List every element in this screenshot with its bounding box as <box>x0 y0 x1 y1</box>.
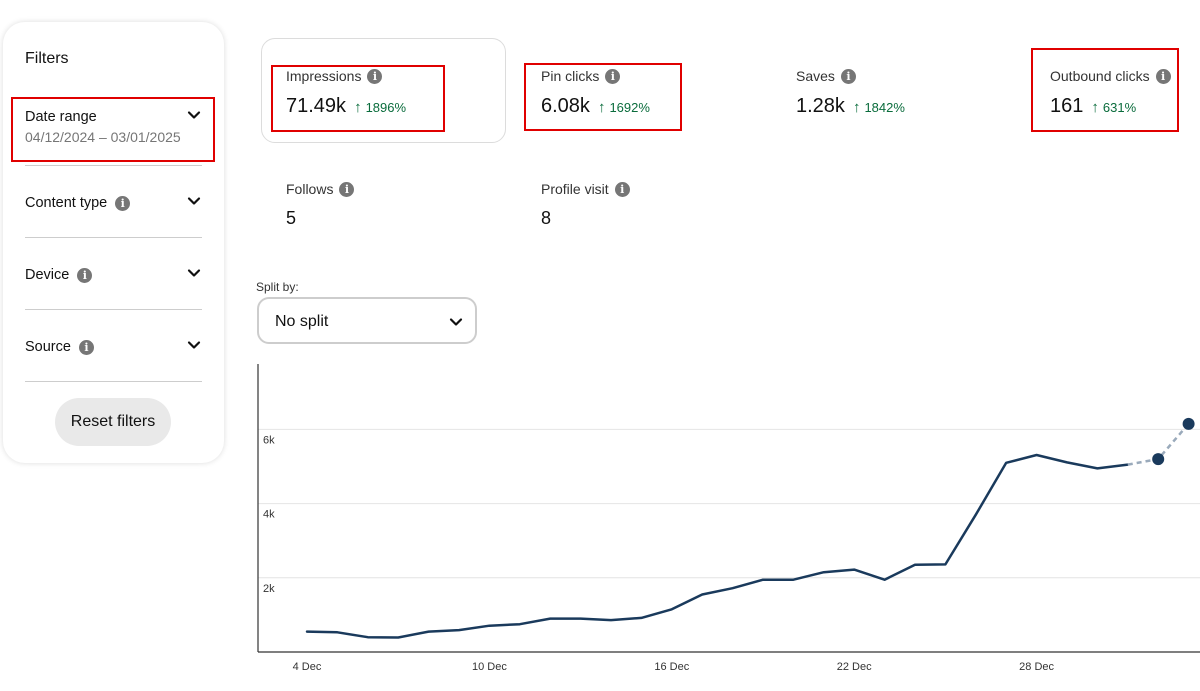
info-icon[interactable]: i <box>339 181 355 197</box>
arrow-up-icon: ↑ <box>852 99 861 116</box>
device-filter[interactable]: Device i <box>25 266 201 284</box>
info-icon[interactable]: i <box>605 68 621 84</box>
series-line <box>305 453 1130 639</box>
date-range-filter[interactable]: Date range 04/12/2024 – 03/01/2025 <box>25 108 201 145</box>
source-filter[interactable]: Source i <box>25 338 201 356</box>
metric-value: 5 <box>286 208 297 228</box>
metric-value: 161 <box>1050 95 1084 117</box>
x-tick-label: 16 Dec <box>654 661 689 673</box>
chevron-down-icon[interactable] <box>187 338 201 352</box>
info-icon[interactable]: i <box>367 68 383 84</box>
split-by-label: Split by: <box>256 280 299 294</box>
chevron-down-icon[interactable] <box>187 108 201 122</box>
y-tick-label: 4k <box>263 509 275 521</box>
info-icon[interactable]: i <box>115 195 131 211</box>
divider <box>25 165 202 166</box>
filters-panel: Filters Date range 04/12/2024 – 03/01/20… <box>3 22 224 463</box>
chevron-down-icon[interactable] <box>187 266 201 280</box>
metric-value: 6.08k <box>541 95 590 117</box>
source-label: Source <box>25 339 71 355</box>
info-icon[interactable]: i <box>614 181 630 197</box>
metric-change: 1842% <box>864 100 905 115</box>
impressions-line-chart: 2k 4k 6k 4 Dec 10 Dec 16 Dec 22 Dec 28 Dec <box>257 364 1200 673</box>
highlight-box <box>524 63 682 131</box>
y-tick-label: 2k <box>263 583 275 595</box>
metric-label: Follows <box>286 181 334 197</box>
device-label: Device <box>25 267 70 283</box>
data-point <box>1182 417 1195 430</box>
split-by-select[interactable]: No split <box>257 297 477 344</box>
x-tick-label: 28 Dec <box>1019 661 1054 673</box>
metric-change: 1896% <box>365 100 407 115</box>
info-icon[interactable]: i <box>78 339 94 355</box>
info-icon[interactable]: i <box>1155 68 1171 84</box>
info-icon[interactable]: i <box>840 68 856 84</box>
date-range-label: Date range <box>25 109 97 125</box>
metric-value: 1.28k <box>796 95 845 117</box>
follows-metric[interactable]: Follows i 5 <box>286 181 355 229</box>
arrow-up-icon: ↑ <box>1091 99 1099 116</box>
impressions-metric[interactable]: Impressions i 71.49k ↑ 1896% <box>286 68 406 118</box>
metric-label: Impressions <box>286 68 362 84</box>
highlight-box <box>11 97 215 162</box>
metric-label: Saves <box>796 68 835 84</box>
profile-visit-metric[interactable]: Profile visit i 8 <box>541 181 630 229</box>
reset-filters-button[interactable]: Reset filters <box>55 398 171 446</box>
filters-title: Filters <box>25 50 69 67</box>
metric-value: 8 <box>541 208 552 228</box>
chevron-down-icon <box>449 318 463 326</box>
highlight-box <box>271 65 445 132</box>
split-value: No split <box>275 313 329 330</box>
divider <box>25 237 202 238</box>
metric-value: 71.49k <box>286 95 347 117</box>
x-tick-label: 4 Dec <box>293 661 322 673</box>
divider <box>25 309 202 310</box>
saves-metric[interactable]: Saves i 1.28k ↑ 1842% <box>796 68 905 118</box>
info-icon[interactable]: i <box>77 267 93 283</box>
arrow-up-icon: ↑ <box>597 99 606 116</box>
metric-change: 1692% <box>609 100 650 115</box>
selected-metric-card[interactable] <box>261 38 506 143</box>
date-range-value: 04/12/2024 – 03/01/2025 <box>25 129 181 145</box>
pin-clicks-metric[interactable]: Pin clicks i 6.08k ↑ 1692% <box>541 68 650 118</box>
metric-change: 631% <box>1102 100 1137 115</box>
content-type-filter[interactable]: Content type i <box>25 194 201 212</box>
x-tick-label: 22 Dec <box>837 661 872 673</box>
divider <box>25 381 202 382</box>
arrow-up-icon: ↑ <box>354 99 362 116</box>
metric-label: Outbound clicks <box>1050 68 1150 84</box>
metric-label: Pin clicks <box>541 68 600 84</box>
highlight-box <box>1031 48 1179 132</box>
outbound-clicks-metric[interactable]: Outbound clicks i 161 ↑ 631% <box>1050 68 1171 118</box>
chevron-down-icon[interactable] <box>187 194 201 208</box>
metric-label: Profile visit <box>541 181 609 197</box>
y-tick-label: 6k <box>263 434 275 446</box>
x-tick-label: 10 Dec <box>472 661 507 673</box>
data-point <box>1152 453 1165 466</box>
content-type-label: Content type <box>25 195 108 211</box>
